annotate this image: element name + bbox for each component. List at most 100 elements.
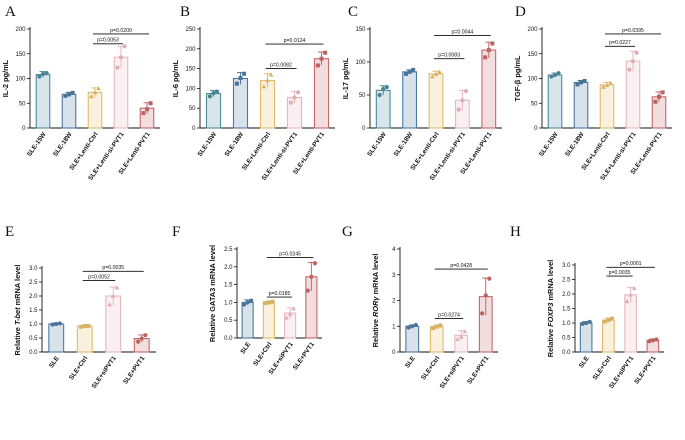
y-tick-label: 1.0 <box>562 321 571 327</box>
data-point <box>249 298 254 303</box>
y-tick-label: 0.0 <box>29 350 38 356</box>
x-category-label: SLE+PVT1 <box>292 341 316 372</box>
y-tick-label: 2.5 <box>224 247 233 253</box>
y-tick-label: 50 <box>531 101 538 107</box>
data-point <box>315 63 320 68</box>
data-point <box>407 69 412 74</box>
data-point <box>110 293 116 298</box>
y-tick-label: 4 <box>392 247 396 253</box>
x-category-label: SLE+Ctrl <box>252 341 273 367</box>
bar <box>624 294 637 353</box>
y-axis-label: IL-17 pg/mL <box>341 57 350 99</box>
y-tick-label: 150 <box>355 27 366 33</box>
data-point <box>215 89 220 94</box>
panel-letter: B <box>180 4 190 20</box>
data-point <box>463 88 469 94</box>
data-point <box>483 55 488 60</box>
y-tick-label: 200 <box>185 47 196 53</box>
bar <box>573 81 589 129</box>
data-point <box>136 339 141 344</box>
data-point <box>549 74 554 79</box>
p-value-label: p=0.0227 <box>609 40 631 46</box>
y-tick-label: 1.5 <box>224 283 233 289</box>
data-point <box>305 288 310 293</box>
y-tick-label: 150 <box>527 52 538 58</box>
data-point <box>462 329 468 334</box>
data-point <box>580 321 585 326</box>
data-point <box>296 90 301 95</box>
data-point <box>115 65 120 70</box>
data-point <box>50 322 55 327</box>
y-tick-label: 100 <box>527 77 538 83</box>
data-point <box>609 316 614 321</box>
data-point <box>433 71 439 76</box>
bar <box>76 325 93 353</box>
data-point <box>584 320 589 326</box>
p-value-label: p=0.0245 <box>279 251 301 257</box>
p-value-label: p=0.0083 <box>438 53 460 59</box>
bar <box>402 71 418 129</box>
bar <box>35 73 51 129</box>
data-point <box>292 95 297 100</box>
data-point <box>265 78 270 83</box>
data-point <box>458 334 464 339</box>
y-tick-label: 100 <box>355 60 366 66</box>
y-axis-label: Relative RORγ mRNA level <box>371 254 380 348</box>
p-value-label: p=0.0044 <box>452 29 474 35</box>
y-tick-label: 150 <box>15 52 26 58</box>
p-value-label: p=0.0001 <box>620 261 642 267</box>
y-tick-label: 1 <box>392 324 396 330</box>
y-tick-label: 2 <box>392 299 396 305</box>
data-point <box>207 94 212 99</box>
y-tick-label: 0.0 <box>562 350 571 356</box>
data-point <box>438 323 443 328</box>
data-point <box>67 92 71 97</box>
x-category-label: SLE+Ctrl <box>68 355 89 381</box>
data-point <box>410 324 415 329</box>
y-tick-label: 1.0 <box>29 322 38 328</box>
data-point <box>604 82 610 87</box>
data-point <box>291 306 297 311</box>
y-tick-label: 100 <box>185 86 196 92</box>
x-category-label: SLE+Ctrl <box>592 355 613 381</box>
y-axis-label: IL-2 pg/mL <box>1 59 10 97</box>
data-point <box>145 107 149 112</box>
data-point <box>118 55 124 60</box>
p-value-label: p=0.0428 <box>450 263 472 269</box>
panel-b: B IL-6 pg/mL 0 50 100 150 200 250 SLE-15W SLE-18W… <box>171 4 335 182</box>
y-axis-label: IL-6 pg/mL <box>171 59 180 97</box>
data-point <box>57 321 62 326</box>
data-point <box>148 101 153 106</box>
data-point <box>377 92 382 98</box>
panel-g: G Relative RORγ mRNA level 0 1 2 3 4 SLE SLE+Ctr… <box>342 224 498 390</box>
data-point <box>624 298 630 304</box>
panel-letter: E <box>5 224 14 240</box>
p-value-label: p=0.0035 <box>609 270 631 276</box>
data-point <box>89 94 94 99</box>
y-tick-label: 50 <box>359 93 366 99</box>
x-category-label: SLE+Lenti-Ctrl <box>241 131 272 172</box>
data-point <box>86 323 91 328</box>
data-point <box>241 302 247 307</box>
data-point <box>486 48 491 53</box>
x-category-label: SLE+PVT1 <box>122 355 146 386</box>
p-value-label: p=0.0052 <box>88 274 110 280</box>
panel-letter: C <box>348 4 358 20</box>
y-tick-label: 200 <box>527 27 538 33</box>
panel-letter: D <box>515 4 526 20</box>
data-point <box>455 336 460 342</box>
data-point <box>601 84 606 89</box>
data-point <box>647 339 652 344</box>
data-point <box>245 300 250 305</box>
bar <box>428 73 444 129</box>
data-point <box>483 293 488 298</box>
data-point <box>630 59 636 64</box>
x-category-label: SLE+siPVT1 <box>91 355 118 390</box>
bar <box>602 319 615 353</box>
data-point <box>143 333 148 338</box>
x-category-label: SLE-18W <box>564 130 586 157</box>
y-tick-label: 0 <box>362 126 366 132</box>
y-tick-label: 3 <box>392 273 396 279</box>
y-tick-label: 1.5 <box>562 307 571 313</box>
data-point <box>627 67 632 72</box>
